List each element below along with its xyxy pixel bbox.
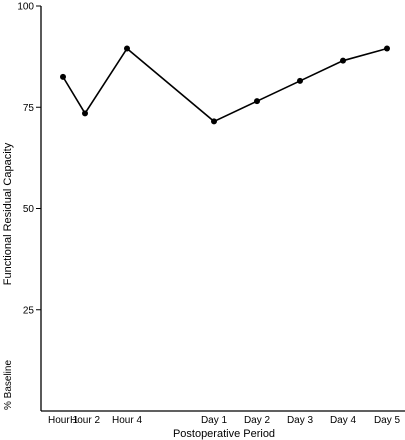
y-tick-label-50: 50 (23, 204, 35, 215)
x-tick-label-5: Day 3 (287, 415, 314, 426)
y-axis-unit-label: % Baseline (3, 360, 14, 410)
series-fRC (60, 45, 390, 125)
x-tick-label-6: Day 4 (330, 415, 357, 426)
y-tick-label-75: 75 (23, 103, 35, 114)
data-point-2 (124, 45, 130, 52)
data-point-1 (82, 110, 88, 117)
data-point-3 (211, 118, 217, 125)
series-line-0 (62, 47, 388, 123)
data-point-4 (254, 98, 260, 105)
data-point-7 (384, 45, 390, 52)
data-point-5 (297, 77, 303, 84)
x-axis-title: Postoperative Period (173, 428, 275, 440)
axes (40, 6, 405, 412)
y-tick-label-25: 25 (23, 305, 35, 316)
y-axis-title: Functional Residual Capacity (2, 142, 14, 285)
y-tick-label-100: 100 (17, 2, 34, 13)
data-point-0 (60, 73, 66, 80)
x-tick-label-4: Day 2 (244, 415, 271, 426)
data-point-6 (340, 57, 346, 64)
x-tick-label-3: Day 1 (201, 415, 228, 426)
y-ticks: 25 50 75 100 (17, 2, 41, 316)
x-tick-label-7: Day 5 (374, 415, 401, 426)
x-tick-label-2: Hour 4 (112, 415, 142, 426)
x-tick-label-0: Hour 1 (48, 415, 78, 426)
x-tick-label-1: Hour 2 (70, 415, 100, 426)
